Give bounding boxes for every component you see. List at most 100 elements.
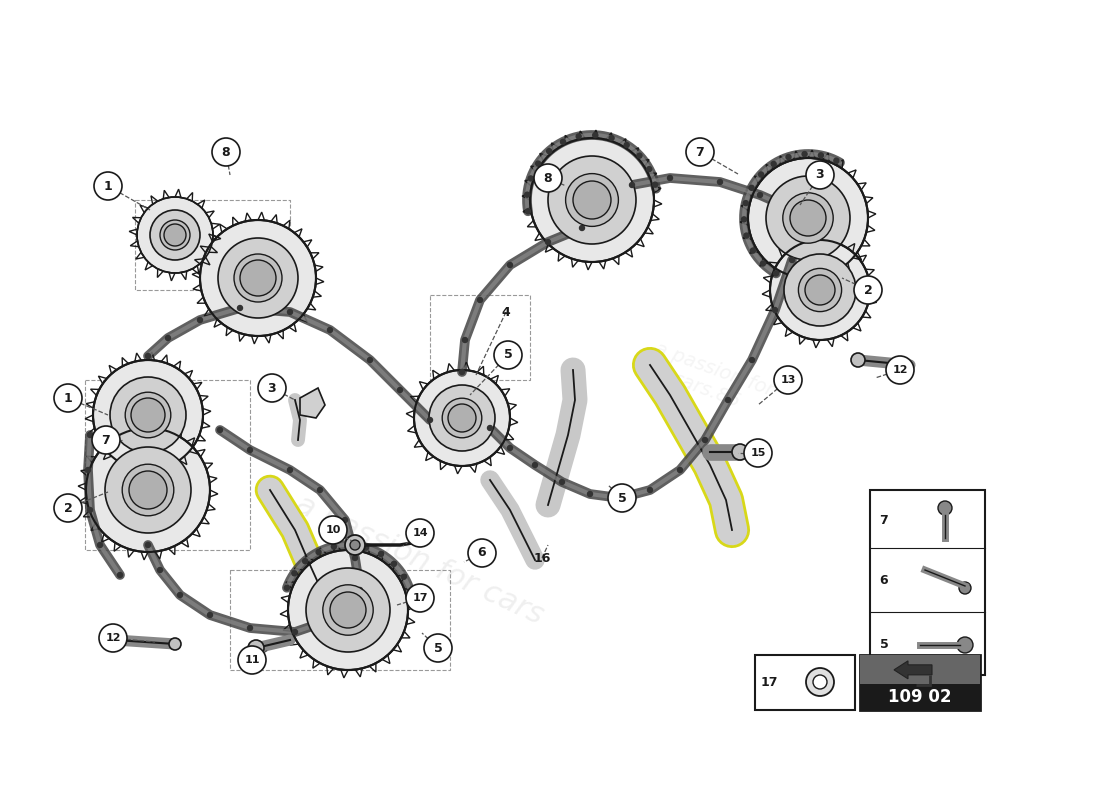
Circle shape xyxy=(560,479,564,485)
Circle shape xyxy=(528,176,534,181)
Circle shape xyxy=(773,271,779,276)
Circle shape xyxy=(647,166,651,172)
Circle shape xyxy=(629,182,635,187)
Text: 109 02: 109 02 xyxy=(889,688,952,706)
Circle shape xyxy=(477,298,483,302)
Circle shape xyxy=(494,341,522,369)
FancyBboxPatch shape xyxy=(860,655,980,683)
Circle shape xyxy=(792,207,796,213)
Circle shape xyxy=(460,370,464,374)
Circle shape xyxy=(455,415,461,421)
Circle shape xyxy=(330,592,366,628)
Circle shape xyxy=(772,307,778,313)
Circle shape xyxy=(248,447,253,453)
Circle shape xyxy=(129,471,167,509)
Circle shape xyxy=(766,176,850,260)
Circle shape xyxy=(760,261,766,266)
Polygon shape xyxy=(300,388,324,418)
Circle shape xyxy=(802,151,807,157)
Circle shape xyxy=(806,668,834,696)
Circle shape xyxy=(322,585,373,635)
Circle shape xyxy=(198,318,202,322)
Circle shape xyxy=(331,544,337,549)
Circle shape xyxy=(536,161,541,166)
Text: 16: 16 xyxy=(534,551,551,565)
Text: 15: 15 xyxy=(750,448,766,458)
Circle shape xyxy=(750,248,756,253)
Circle shape xyxy=(851,353,865,367)
Circle shape xyxy=(652,182,658,187)
Circle shape xyxy=(328,327,332,333)
Circle shape xyxy=(732,444,748,460)
Circle shape xyxy=(507,446,513,450)
Circle shape xyxy=(318,487,322,493)
Circle shape xyxy=(88,507,92,513)
Text: 17: 17 xyxy=(412,593,428,603)
Circle shape xyxy=(364,545,368,550)
FancyBboxPatch shape xyxy=(860,683,980,710)
Circle shape xyxy=(165,335,170,341)
Circle shape xyxy=(234,254,282,302)
Circle shape xyxy=(392,562,396,566)
Circle shape xyxy=(122,464,174,516)
Circle shape xyxy=(169,638,182,650)
Circle shape xyxy=(287,310,293,314)
Text: 2: 2 xyxy=(864,283,872,297)
Text: 12: 12 xyxy=(892,365,907,375)
Circle shape xyxy=(99,624,127,652)
Text: 12: 12 xyxy=(106,633,121,643)
Text: 17: 17 xyxy=(760,675,778,689)
Circle shape xyxy=(617,495,623,501)
Circle shape xyxy=(448,404,476,432)
Circle shape xyxy=(637,153,642,158)
Circle shape xyxy=(248,626,253,630)
Circle shape xyxy=(104,447,191,533)
Circle shape xyxy=(54,384,82,412)
Circle shape xyxy=(402,574,406,579)
Circle shape xyxy=(316,550,321,554)
Circle shape xyxy=(164,224,186,246)
Circle shape xyxy=(208,613,212,618)
Circle shape xyxy=(668,175,672,181)
Circle shape xyxy=(548,156,636,244)
Circle shape xyxy=(744,439,772,467)
Circle shape xyxy=(88,433,92,438)
Circle shape xyxy=(238,306,242,310)
Circle shape xyxy=(805,275,835,305)
Circle shape xyxy=(177,593,183,598)
Circle shape xyxy=(717,179,723,185)
Text: 13: 13 xyxy=(780,375,795,385)
Circle shape xyxy=(406,584,434,612)
Circle shape xyxy=(530,138,654,262)
Circle shape xyxy=(786,154,791,159)
Circle shape xyxy=(352,555,358,561)
Circle shape xyxy=(285,586,289,590)
Circle shape xyxy=(462,338,468,342)
Circle shape xyxy=(957,637,974,653)
Circle shape xyxy=(200,220,316,336)
Circle shape xyxy=(770,240,870,340)
Circle shape xyxy=(288,550,408,670)
Circle shape xyxy=(886,356,914,384)
Circle shape xyxy=(131,398,165,432)
Circle shape xyxy=(98,542,102,547)
Circle shape xyxy=(414,370,510,466)
Text: 7: 7 xyxy=(101,434,110,446)
Circle shape xyxy=(806,161,834,189)
Circle shape xyxy=(749,186,755,190)
Text: a passion for
cars.85: a passion for cars.85 xyxy=(644,339,776,421)
Circle shape xyxy=(248,640,264,656)
Circle shape xyxy=(678,467,682,473)
Circle shape xyxy=(526,209,530,214)
Circle shape xyxy=(507,262,513,267)
Circle shape xyxy=(525,192,530,197)
FancyArrow shape xyxy=(894,661,932,679)
Circle shape xyxy=(428,418,432,422)
Text: 1: 1 xyxy=(103,179,112,193)
Text: 10: 10 xyxy=(326,525,341,535)
Circle shape xyxy=(573,181,610,219)
Text: 3: 3 xyxy=(816,169,824,182)
Text: 4: 4 xyxy=(502,306,510,318)
Circle shape xyxy=(212,138,240,166)
Circle shape xyxy=(813,675,827,689)
